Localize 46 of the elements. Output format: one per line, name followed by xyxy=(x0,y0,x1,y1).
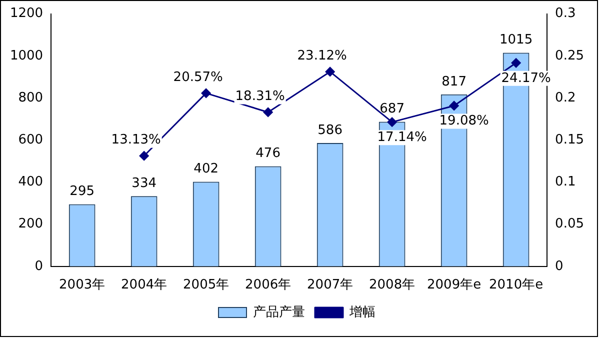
data-label: 19.08% xyxy=(439,114,489,129)
x-tick-label: 2009年e xyxy=(427,278,482,293)
data-label: 13.13% xyxy=(111,132,161,148)
y-tick-label: 1200 xyxy=(10,6,44,22)
x-tick-label: 2010年e xyxy=(489,278,544,293)
data-label: 476 xyxy=(256,146,280,162)
data-label: 24.17% xyxy=(501,70,551,86)
point xyxy=(139,151,149,161)
legend-label: 产品产量 xyxy=(253,304,305,320)
y-tick-label: 800 xyxy=(18,90,44,106)
y2-tick-label: 0.05 xyxy=(555,216,584,232)
data-label: 402 xyxy=(194,162,218,177)
y2-tick-label: 0.25 xyxy=(555,48,584,64)
y-tick-label: 0 xyxy=(34,258,44,274)
x-tick-label: 2006年 xyxy=(245,278,292,293)
data-label: 817 xyxy=(442,74,466,90)
data-label: 334 xyxy=(132,176,156,191)
point xyxy=(387,117,397,127)
point xyxy=(325,66,335,76)
y-tick-label: 200 xyxy=(18,216,44,232)
legend-label: 增幅 xyxy=(348,304,376,320)
data-label: 20.57% xyxy=(173,70,223,86)
x-tick-label: 2005年 xyxy=(183,278,230,293)
point xyxy=(263,107,273,117)
x-tick-label: 2007年 xyxy=(307,278,354,293)
data-label: 23.12% xyxy=(297,48,347,64)
x-tick-label: 2008年 xyxy=(369,278,416,293)
y-tick-label: 400 xyxy=(18,174,44,190)
data-label: 586 xyxy=(318,122,342,138)
y-tick-label: 1000 xyxy=(10,48,44,64)
data-label: 1015 xyxy=(500,32,533,48)
y2-tick-label: 0.1 xyxy=(555,174,576,190)
point xyxy=(449,100,459,110)
x-tick-label: 2004年 xyxy=(121,278,168,293)
y2-tick-label: 0 xyxy=(555,258,564,274)
point xyxy=(201,88,211,98)
data-label: 18.31% xyxy=(235,89,285,104)
y2-tick-label: 0.3 xyxy=(555,6,576,22)
x-tick-label: 2003年 xyxy=(59,278,106,293)
data-label: 687 xyxy=(380,102,404,117)
point xyxy=(511,58,521,68)
y-tick-label: 600 xyxy=(18,132,44,148)
data-label: 295 xyxy=(70,184,94,200)
y2-tick-label: 0.2 xyxy=(555,90,576,106)
data-label: 17.14% xyxy=(377,130,427,145)
y2-tick-label: 0.15 xyxy=(555,132,584,148)
